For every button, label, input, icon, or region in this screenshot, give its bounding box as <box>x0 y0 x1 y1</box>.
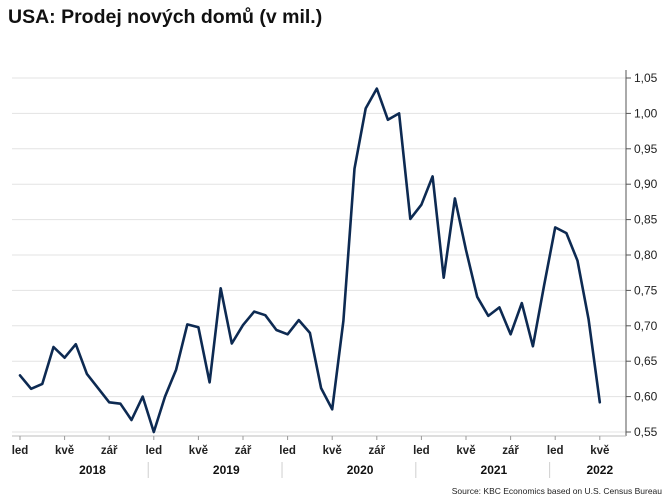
y-tick-label: 1,05 <box>634 71 658 85</box>
source-note: Source: KBC Economics based on U.S. Cens… <box>451 486 662 496</box>
y-tick-label: 0,65 <box>634 354 658 368</box>
y-tick-label: 0,95 <box>634 142 658 156</box>
x-tick-label: kvě <box>55 445 74 457</box>
x-tick-label: kvě <box>456 445 475 457</box>
x-tick-label: zář <box>101 445 118 457</box>
y-tick-label: 0,85 <box>634 213 658 227</box>
grid-lines <box>12 77 626 433</box>
year-label: 2021 <box>481 463 508 477</box>
x-tick-label: zář <box>235 445 252 457</box>
year-label: 2020 <box>347 463 374 477</box>
y-tick-label: 0,75 <box>634 283 658 297</box>
x-tick-label: zář <box>368 445 385 457</box>
y-tick-label: 0,55 <box>634 425 658 439</box>
y-tick-label: 0,70 <box>634 319 658 333</box>
y-tick-label: 0,60 <box>634 390 658 404</box>
x-tick-label: led <box>12 445 29 457</box>
series-line <box>18 87 602 434</box>
x-tick-label: kvě <box>590 445 609 457</box>
y-tick-label: 0,80 <box>634 248 658 262</box>
x-tick-label: led <box>547 445 564 457</box>
y-axis-ticks: 0,55 0,60 0,65 0,70 0,75 0,80 0,85 0,90 0,95 1,00… <box>625 70 658 439</box>
chart-title: USA: Prodej nových domů (v mil.) <box>8 6 323 28</box>
year-label: 2019 <box>213 463 240 477</box>
y-tick-label: 0,90 <box>634 177 658 191</box>
y-tick-label: 1,00 <box>634 106 658 120</box>
x-tick-label: kvě <box>189 445 208 457</box>
series-layer <box>18 87 602 434</box>
x-tick-label: led <box>145 445 162 457</box>
x-tick-label: kvě <box>323 445 342 457</box>
x-tick-label: zář <box>502 445 519 457</box>
x-axis: led kvě zář led kvě zář led kvě zář led kvě zář led k… <box>12 435 626 478</box>
year-label: 2022 <box>586 463 613 477</box>
year-label: 2018 <box>79 463 106 477</box>
x-tick-label: led <box>279 445 296 457</box>
x-tick-label: led <box>413 445 430 457</box>
